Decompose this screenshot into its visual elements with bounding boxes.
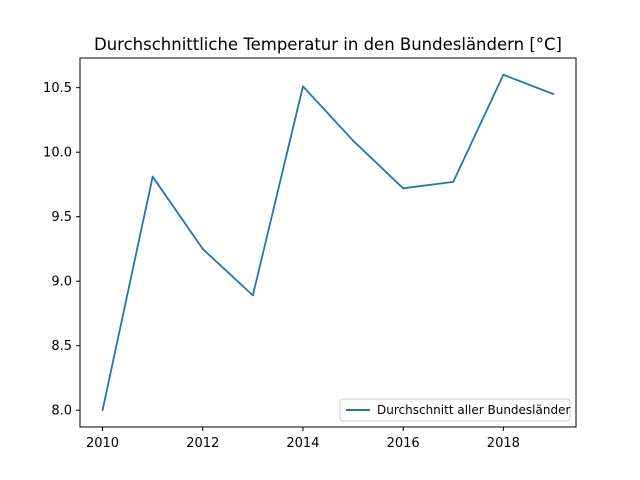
- legend-label: Durchschnitt aller Bundesländer: [377, 403, 570, 417]
- data-point: [302, 85, 304, 88]
- data-point: [552, 93, 555, 96]
- data-point: [101, 409, 104, 412]
- series-line-0: [101, 73, 554, 411]
- y-tick-label: 8.0: [51, 404, 72, 419]
- x-tick-label: 2018: [487, 436, 520, 451]
- data-point: [452, 180, 455, 183]
- chart-title: Durchschnittliche Temperatur in den Bund…: [94, 35, 562, 54]
- plot-area-frame: [79, 57, 577, 428]
- legend-frame: [339, 398, 571, 422]
- data-point: [502, 73, 505, 76]
- x-tick-label: 2012: [186, 436, 219, 451]
- x-tick-label: 2014: [286, 436, 319, 451]
- series-layer: [101, 73, 555, 412]
- x-tick-label: 2010: [86, 436, 119, 451]
- x-axis: 2010 2012 2014 2016 2018: [86, 427, 520, 451]
- x-tick-label: 2016: [387, 436, 420, 451]
- legend: Durchschnitt aller Bundesländer: [339, 398, 571, 422]
- y-tick-label: 9.0: [51, 275, 72, 290]
- y-axis: 8.0 8.5 9.0 9.5 10.0 10.5: [43, 81, 80, 419]
- y-tick-label: 10.5: [43, 81, 72, 96]
- y-tick-label: 9.5: [51, 210, 72, 225]
- y-tick-label: 8.5: [51, 339, 72, 354]
- data-point: [251, 294, 254, 297]
- data-point: [201, 248, 204, 250]
- data-point: [151, 175, 154, 178]
- y-tick-label: 10.0: [43, 146, 72, 161]
- data-point: [352, 139, 354, 142]
- data-point: [402, 187, 405, 190]
